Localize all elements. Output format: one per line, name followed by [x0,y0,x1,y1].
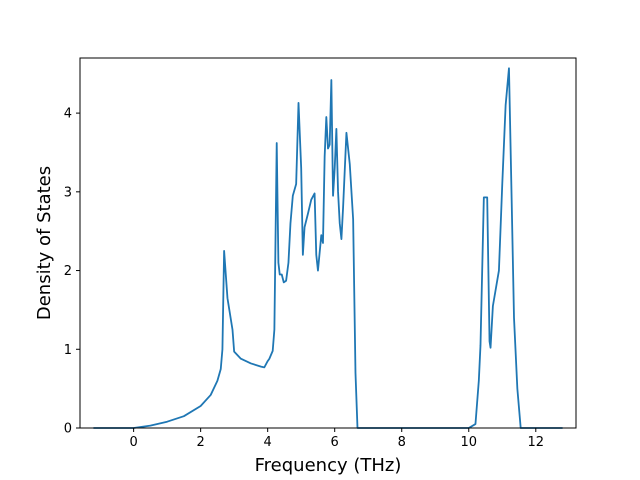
dos-series-line [93,67,563,429]
series-layer [93,67,563,429]
y-tick-label: 2 [64,264,72,279]
plot-area [79,57,577,429]
x-axis-label: Frequency (THz) [255,455,402,476]
x-axis: 0 2 4 6 8 10 12 [129,428,544,450]
x-tick-label: 4 [264,435,272,450]
y-axis: 0 1 2 3 4 [64,107,80,437]
y-tick-label: 0 [64,422,72,437]
y-axis-label: Density of States [34,166,55,320]
y-tick-label: 3 [64,185,72,200]
y-tick-label: 1 [64,343,72,358]
x-tick-label: 8 [398,435,406,450]
x-tick-label: 2 [197,435,205,450]
x-tick-label: 10 [460,435,477,450]
x-tick-label: 6 [331,435,339,450]
x-tick-label: 0 [129,435,137,450]
axes-frame [79,57,577,429]
x-tick-label: 12 [528,435,545,450]
y-tick-label: 4 [64,107,72,122]
